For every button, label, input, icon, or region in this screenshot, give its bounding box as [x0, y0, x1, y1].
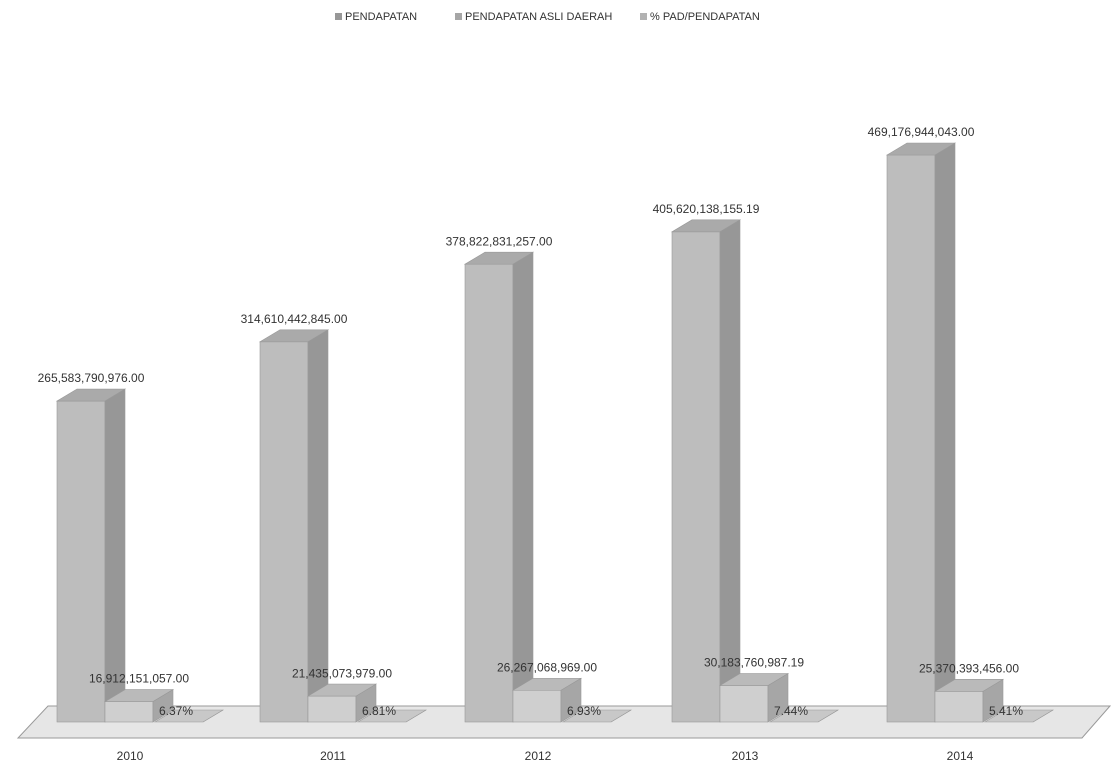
bar [153, 709, 225, 723]
bar-top [463, 251, 535, 265]
data-label: 5.41% [989, 704, 1023, 718]
bar-front [259, 341, 309, 723]
bar-front [56, 400, 106, 723]
x-tick-label: 2010 [117, 749, 144, 763]
bar-top [306, 683, 378, 697]
bar [511, 677, 583, 723]
data-label: 30,183,760,987.19 [704, 656, 804, 670]
bar-side [307, 329, 329, 723]
bar-top [561, 709, 633, 723]
bar-front [307, 695, 357, 723]
bar [768, 709, 840, 723]
bar [55, 388, 127, 723]
legend-label: PENDAPATAN ASLI DAERAH [465, 11, 612, 23]
bar [561, 709, 633, 723]
legend-swatch [640, 13, 647, 20]
x-tick-label: 2014 [947, 749, 974, 763]
bar-top [153, 709, 225, 723]
data-label: 405,620,138,155.19 [653, 202, 760, 216]
bar-top [55, 388, 127, 402]
data-label: 6.81% [362, 704, 396, 718]
bar-top [511, 677, 583, 691]
bar-front [464, 263, 514, 723]
bar-top [933, 679, 1005, 692]
data-label: 7.44% [774, 704, 808, 718]
data-label: 314,610,442,845.00 [241, 312, 348, 326]
bar [306, 683, 378, 723]
bar-front [719, 685, 769, 723]
bar-side [934, 142, 956, 723]
data-label: 21,435,073,979.00 [292, 666, 392, 680]
data-label: 25,370,393,456.00 [919, 662, 1019, 676]
bar [885, 142, 957, 723]
bar-top [718, 673, 790, 686]
bar [983, 709, 1055, 723]
data-label: 469,176,944,043.00 [868, 125, 975, 139]
bar [670, 219, 742, 723]
data-label: 6.93% [567, 704, 601, 718]
bar [356, 709, 428, 723]
bar-side [512, 251, 534, 723]
bar [463, 251, 535, 723]
bar-front [671, 231, 721, 723]
bar-top [670, 219, 742, 233]
bar-front [512, 689, 562, 723]
bar-top [885, 142, 957, 156]
bar [103, 689, 175, 723]
bar-top [356, 709, 428, 723]
legend-label: % PAD/PENDAPATAN [650, 11, 760, 23]
legend-swatch [335, 13, 342, 20]
bar-top [768, 709, 840, 723]
x-tick-label: 2013 [732, 749, 759, 763]
bar-front [886, 154, 936, 723]
bar-top [103, 689, 175, 702]
bar [258, 329, 330, 723]
data-label: 265,583,790,976.00 [38, 371, 145, 385]
legend-swatch [455, 13, 462, 20]
bar-front [104, 701, 154, 723]
x-tick-label: 2011 [320, 749, 346, 763]
bar-top [258, 329, 330, 343]
bar [718, 672, 790, 723]
legend-label: PENDAPATAN [345, 11, 417, 23]
bar [933, 678, 1005, 723]
bar-top [983, 709, 1055, 723]
data-label: 26,267,068,969.00 [497, 660, 597, 674]
bar-side [719, 219, 741, 723]
data-label: 378,822,831,257.00 [446, 234, 553, 248]
bar-front [934, 691, 984, 723]
data-label: 6.37% [159, 704, 193, 718]
data-label: 16,912,151,057.00 [89, 672, 189, 686]
legend: PENDAPATAN PENDAPATAN ASLI DAERAH % PAD/PE… [335, 11, 760, 23]
x-tick-label: 2012 [525, 749, 552, 763]
